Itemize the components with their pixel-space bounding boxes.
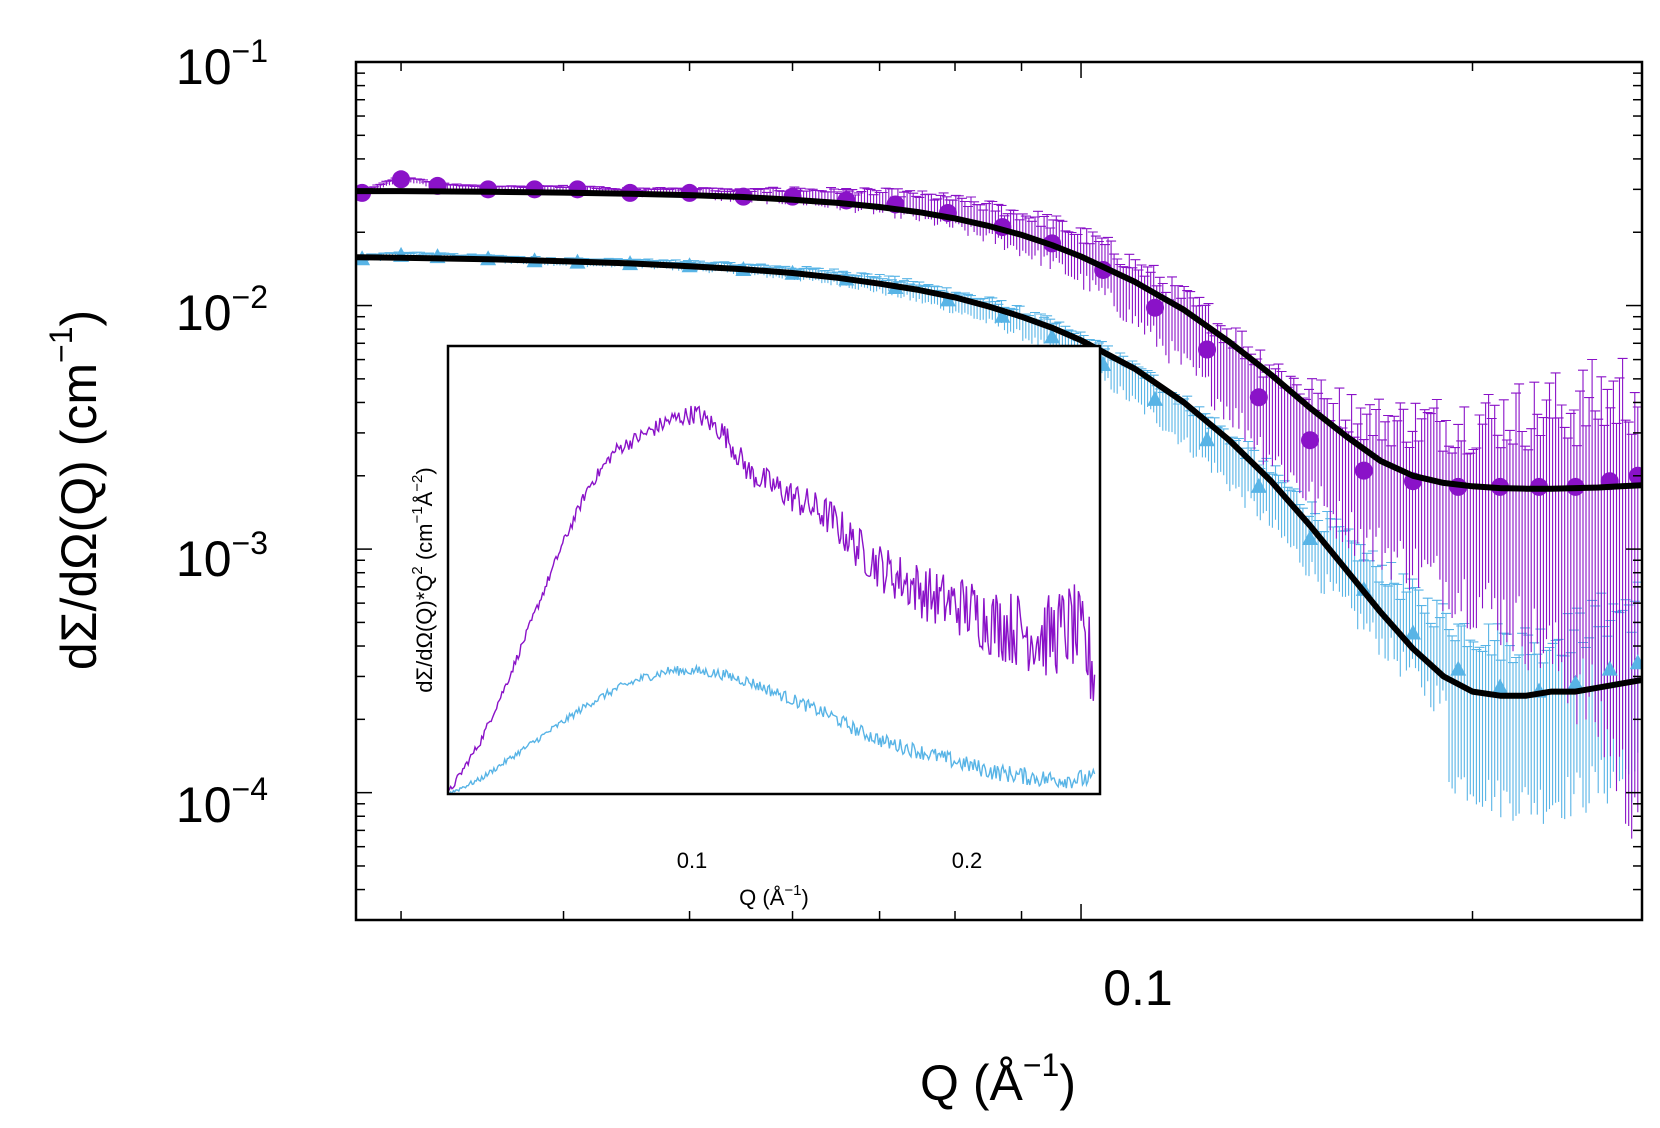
inset-frame xyxy=(446,344,1102,796)
data-point-circle xyxy=(1146,298,1165,317)
inset-y-label-sup: 2 xyxy=(409,566,426,574)
x-tick-label-0.1: 0.1 xyxy=(1103,960,1173,1016)
data-point-triangle xyxy=(1450,660,1467,676)
inset-x-label-end: ) xyxy=(802,885,809,910)
inset-y-label-mid: (cm xyxy=(412,524,437,567)
inset-y-axis-label: dΣ/dΩ(Q)*Q2 (cm−1Å−2) xyxy=(409,467,437,692)
x-axis-label-end: ) xyxy=(1059,1055,1076,1111)
inset-x-tick-label-0.1: 0.1 xyxy=(677,848,708,873)
inset-y-label-sup: −1 xyxy=(409,506,426,523)
data-point-circle xyxy=(392,170,411,189)
inset-x-label-text: Q (Å xyxy=(739,885,785,910)
inset-x-label-sup: −1 xyxy=(784,882,801,899)
inset-x-tick-label-0.2: 0.2 xyxy=(952,848,983,873)
x-axis-label-sup: −1 xyxy=(1023,1047,1059,1083)
main-y-tick-labels: 10−1 10−2 10−3 10−4 xyxy=(176,33,268,833)
fit-line-a xyxy=(356,188,1642,492)
main-plot-frame xyxy=(354,60,1644,922)
inset-y-label-text: dΣ/dΩ(Q)*Q xyxy=(412,575,437,693)
y-axis-label-end: ) xyxy=(51,310,107,327)
main-tick-marks xyxy=(356,61,1642,921)
data-point-triangle xyxy=(1302,530,1319,546)
data-point-triangle xyxy=(1044,328,1061,344)
y-tick-base: 10 xyxy=(176,39,232,95)
data-point-circle xyxy=(1249,388,1268,407)
y-tick-label-1e-3: 10−3 xyxy=(176,525,268,587)
data-point-triangle xyxy=(1250,477,1267,493)
y-tick-exp: −1 xyxy=(232,33,268,69)
x-axis-label: Q (Å−1) xyxy=(920,1047,1076,1111)
inset-y-label-mid2: Å xyxy=(412,491,437,506)
fit-line-b xyxy=(356,254,1642,699)
data-point-circle xyxy=(1354,461,1373,480)
y-tick-exp: −4 xyxy=(232,771,268,807)
y-tick-exp: −2 xyxy=(232,279,268,315)
inset-x-axis-label: Q (Å−1) xyxy=(739,882,809,910)
data-point-triangle xyxy=(994,307,1011,323)
main-fit-layer xyxy=(356,188,1642,699)
inset-y-label-end: ) xyxy=(412,467,437,474)
data-point-triangle xyxy=(1567,674,1584,690)
data-point-triangle xyxy=(1199,431,1216,447)
y-tick-exp: −3 xyxy=(232,525,268,561)
inset-background xyxy=(448,346,1100,794)
y-tick-base: 10 xyxy=(176,285,232,341)
y-axis-label-text: dΣ/dΩ(Q) (cm xyxy=(51,363,107,670)
inset-line-b xyxy=(448,663,1096,794)
data-point-triangle xyxy=(1601,660,1618,676)
inset-line-a xyxy=(448,405,1096,792)
data-point-circle xyxy=(1198,340,1217,359)
data-point-triangle xyxy=(1405,624,1422,640)
y-axis-label-sup: −1 xyxy=(43,326,79,362)
y-tick-label-1e-2: 10−2 xyxy=(176,279,268,341)
y-tick-label-1e-4: 10−4 xyxy=(176,771,268,833)
inset-y-label-sup: −2 xyxy=(409,475,426,492)
inset-line-layer xyxy=(448,405,1096,794)
y-tick-base: 10 xyxy=(176,531,232,587)
data-point-triangle xyxy=(1492,678,1509,694)
y-tick-label-1e-1: 10−1 xyxy=(176,33,268,95)
x-axis-label-text: Q (Å xyxy=(920,1055,1023,1111)
y-tick-base: 10 xyxy=(176,777,232,833)
data-point-triangle xyxy=(1147,390,1164,406)
data-point-triangle xyxy=(1629,654,1642,670)
y-axis-label: dΣ/dΩ(Q) (cm−1) xyxy=(43,310,107,670)
data-point-circle xyxy=(1301,431,1320,450)
